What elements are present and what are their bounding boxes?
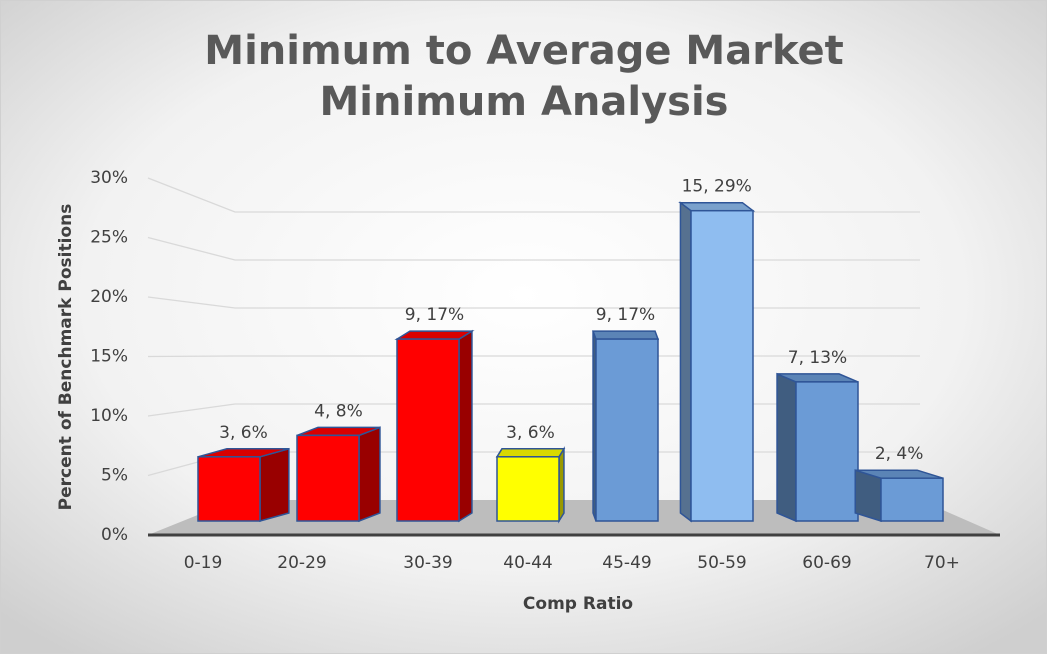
data-label: 7, 13% <box>788 348 847 368</box>
y-tick-label: 0% <box>101 525 128 545</box>
x-tick-label: 70+ <box>924 553 960 573</box>
bar <box>595 338 659 522</box>
x-tick-label: 0-19 <box>184 553 223 573</box>
bar <box>396 338 460 522</box>
x-tick-label: 45-49 <box>602 553 651 573</box>
y-tick-label: 25% <box>90 228 128 248</box>
x-tick-label: 40-44 <box>503 553 552 573</box>
x-axis-label: Comp Ratio <box>523 594 633 614</box>
bar-side <box>358 426 381 523</box>
bar <box>880 477 944 522</box>
bar-top <box>394 330 475 340</box>
chart-title: Minimum to Average Market Minimum Analys… <box>204 28 844 125</box>
y-tick-label: 20% <box>90 287 128 307</box>
x-tick-label: 50-59 <box>697 553 746 573</box>
x-tick-label: 60-69 <box>802 553 851 573</box>
y-tick-label: 5% <box>101 466 128 486</box>
bar-side <box>259 447 290 522</box>
bar <box>296 434 360 522</box>
bar <box>496 456 560 522</box>
bar <box>795 381 859 522</box>
data-label: 2, 4% <box>875 444 924 464</box>
x-tick-label: 20-29 <box>277 553 326 573</box>
bar-top <box>591 330 660 340</box>
bar-side <box>458 329 473 523</box>
data-label: 9, 17% <box>596 305 655 325</box>
y-tick-label: 30% <box>90 168 128 188</box>
bar <box>197 456 261 522</box>
bar-side <box>679 201 692 523</box>
data-label: 4, 8% <box>314 401 363 421</box>
y-tick-label: 15% <box>90 347 128 367</box>
bar-side <box>854 469 882 523</box>
bar-side <box>776 372 797 523</box>
bar-top <box>678 201 756 212</box>
bar <box>690 209 754 522</box>
x-tick-label: 30-39 <box>403 553 452 573</box>
y-axis-label: Percent of Benchmark Positions <box>56 204 76 511</box>
data-label: 15, 29% <box>682 177 752 197</box>
data-label: 3, 6% <box>219 423 268 443</box>
data-label: 3, 6% <box>506 423 555 443</box>
y-tick-label: 10% <box>90 406 128 426</box>
bar-top <box>495 448 566 458</box>
data-label: 9, 17% <box>405 305 464 325</box>
